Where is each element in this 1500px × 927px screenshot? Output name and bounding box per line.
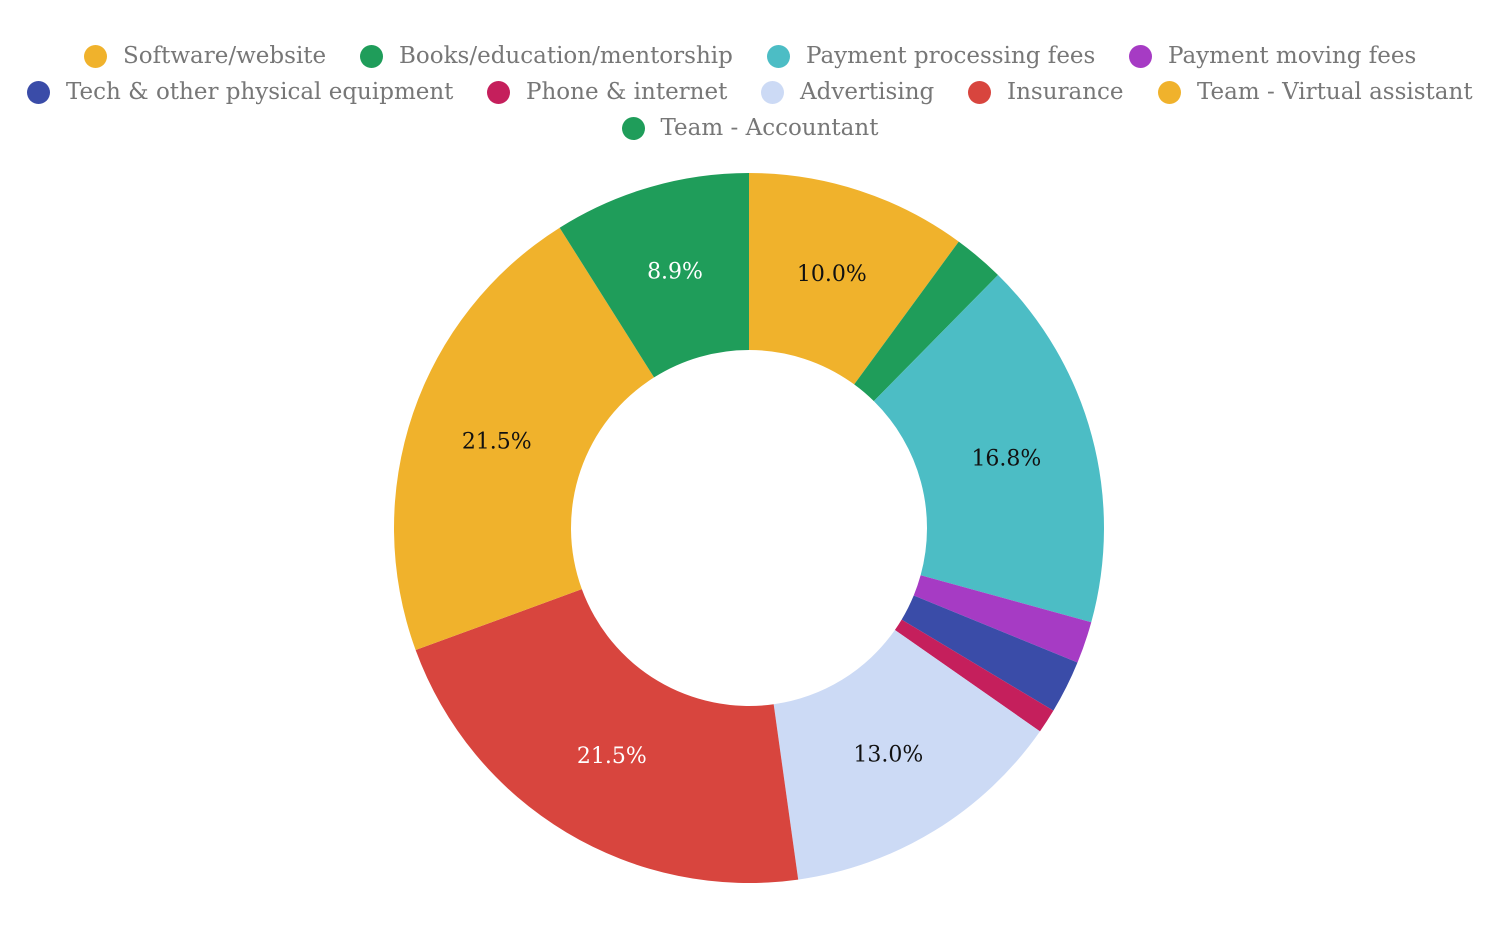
legend-item-team-virtual-assistant[interactable]: Team - Virtual assistant	[1158, 74, 1473, 110]
chart-slices	[394, 173, 1104, 883]
legend-item-software-website[interactable]: Software/website	[84, 38, 326, 74]
legend-item-books-education-mentorship[interactable]: Books/education/mentorship	[360, 38, 733, 74]
legend-item-payment-moving-fees[interactable]: Payment moving fees	[1129, 38, 1416, 74]
legend-label: Tech & other physical equipment	[66, 79, 454, 105]
legend-marker-icon	[767, 44, 790, 68]
data-label-insurance: 21.5%	[577, 744, 647, 769]
legend-marker-icon	[84, 44, 107, 68]
slice-phone-internet[interactable]	[894, 619, 1054, 732]
data-label-team-virtual-assistant: 21.5%	[462, 429, 532, 454]
data-label-payment-processing-fees: 16.8%	[971, 446, 1041, 471]
legend-label: Insurance	[1007, 79, 1124, 105]
chart-legend: Software/website Books/education/mentorsh…	[0, 0, 1500, 160]
legend-label: Team - Accountant	[660, 115, 879, 141]
slice-team-accountant[interactable]	[559, 173, 749, 378]
legend-marker-icon	[27, 80, 50, 104]
data-label-team-accountant: 8.9%	[647, 259, 703, 284]
slice-team-virtual-assistant[interactable]	[394, 227, 655, 651]
legend-label: Team - Virtual assistant	[1197, 79, 1473, 105]
legend-item-insurance[interactable]: Insurance	[968, 74, 1124, 110]
legend-item-tech-other-physical-equipment[interactable]: Tech & other physical equipment	[27, 74, 453, 110]
legend-marker-icon	[968, 80, 991, 104]
slice-payment-moving-fees[interactable]	[913, 575, 1092, 663]
legend-marker-icon	[1129, 44, 1152, 68]
legend-label: Phone & internet	[526, 79, 728, 105]
slice-tech-other-physical-equipment[interactable]	[901, 595, 1078, 711]
legend-item-advertising[interactable]: Advertising	[761, 74, 934, 110]
legend-item-team-accountant[interactable]: Team - Accountant	[621, 110, 879, 146]
legend-marker-icon	[621, 116, 645, 140]
chart-data-labels: 10.0% 16.8% 13.0% 21.5% 21.5% 8.9%	[462, 259, 1042, 769]
slice-insurance[interactable]	[415, 589, 799, 883]
data-label-software-website: 10.0%	[797, 262, 867, 287]
legend-label: Books/education/mentorship	[399, 43, 733, 69]
legend-label: Payment processing fees	[806, 43, 1096, 69]
legend-label: Payment moving fees	[1168, 43, 1417, 69]
slice-software-website[interactable]	[749, 173, 959, 385]
legend-item-payment-processing-fees[interactable]: Payment processing fees	[767, 38, 1095, 74]
legend-label: Advertising	[800, 79, 935, 105]
legend-marker-icon	[360, 44, 383, 68]
slice-payment-processing-fees[interactable]	[873, 275, 1104, 623]
legend-marker-icon	[761, 80, 784, 104]
slice-advertising[interactable]	[773, 629, 1040, 880]
legend-marker-icon	[1158, 80, 1181, 104]
legend-label: Software/website	[123, 43, 327, 69]
data-label-advertising: 13.0%	[853, 743, 923, 768]
legend-marker-icon	[487, 80, 510, 104]
legend-item-phone-internet[interactable]: Phone & internet	[487, 74, 727, 110]
slice-books-education-mentorship[interactable]	[854, 241, 999, 402]
